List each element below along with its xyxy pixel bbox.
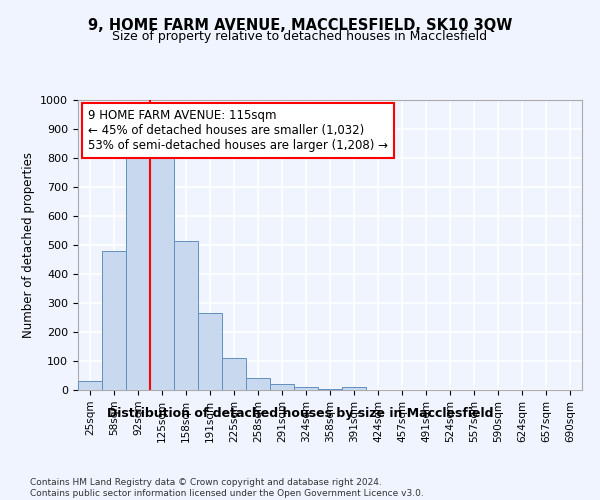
Text: Contains HM Land Registry data © Crown copyright and database right 2024.
Contai: Contains HM Land Registry data © Crown c… [30,478,424,498]
Bar [222,358,246,390]
Bar [78,382,102,390]
Bar [150,152,174,390]
Bar [174,240,198,390]
Text: 9 HOME FARM AVENUE: 115sqm
← 45% of detached houses are smaller (1,032)
53% of s: 9 HOME FARM AVENUE: 115sqm ← 45% of deta… [88,108,388,152]
Bar [294,387,318,390]
Bar [270,384,294,390]
Text: 9, HOME FARM AVENUE, MACCLESFIELD, SK10 3QW: 9, HOME FARM AVENUE, MACCLESFIELD, SK10 … [88,18,512,32]
Bar [198,313,222,390]
Text: Distribution of detached houses by size in Macclesfield: Distribution of detached houses by size … [107,408,493,420]
Bar [246,378,270,390]
Bar [342,387,366,390]
Bar [318,388,342,390]
Text: Size of property relative to detached houses in Macclesfield: Size of property relative to detached ho… [112,30,488,43]
Y-axis label: Number of detached properties: Number of detached properties [22,152,35,338]
Bar [126,152,150,390]
Bar [102,251,126,390]
